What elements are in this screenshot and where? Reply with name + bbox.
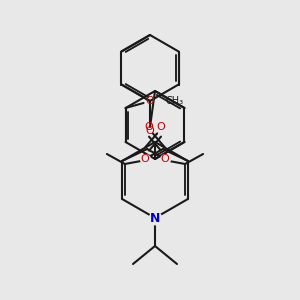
Text: O: O: [145, 122, 153, 132]
Text: O: O: [145, 96, 154, 106]
Text: O: O: [161, 154, 170, 164]
Text: O: O: [146, 126, 154, 136]
Text: CH₃: CH₃: [166, 96, 184, 106]
Text: N: N: [150, 212, 160, 224]
Text: O: O: [157, 122, 166, 132]
Text: O: O: [140, 154, 149, 164]
